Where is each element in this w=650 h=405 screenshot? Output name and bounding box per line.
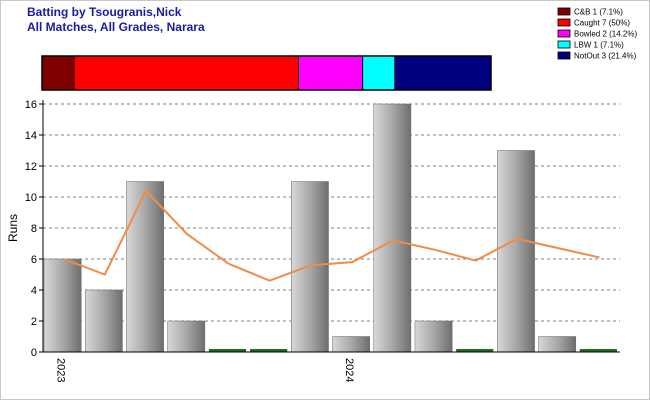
bar (538, 336, 577, 353)
legend-label: LBW 1 (7.1%) (574, 41, 624, 50)
dismissal-strip-border (41, 55, 492, 91)
bar (291, 181, 329, 353)
bar (373, 103, 412, 353)
x-tick-label: 2024 (343, 358, 355, 382)
dismissal-segment (298, 55, 364, 91)
line (63, 189, 600, 282)
legend-label: NotOut 3 (21.4%) (574, 52, 637, 61)
legend-label: C&B 1 (7.1%) (574, 8, 623, 17)
legend-swatch (557, 29, 571, 38)
bar (579, 349, 617, 352)
y-tick-label: 4 (31, 285, 37, 297)
bar (167, 320, 206, 353)
y-tick-label: 6 (31, 254, 37, 266)
legend-label: Bowled 2 (14.2%) (574, 30, 637, 39)
y-tick-label: 14 (25, 130, 37, 142)
legend-swatch (557, 7, 571, 16)
dismissal-segment (73, 55, 299, 91)
y-tick-label: 0 (31, 347, 37, 359)
legend-swatch (557, 18, 571, 27)
x-tick-label: 2023 (55, 358, 67, 382)
chart-subtitle: All Matches, All Grades, Narara (27, 20, 205, 34)
y-tick-label: 12 (25, 161, 37, 173)
bar (43, 258, 82, 353)
bar (332, 336, 370, 353)
y-tick-label: 8 (31, 223, 37, 235)
dismissal-segment (41, 55, 75, 91)
chart-title: Batting by Tsougranis,Nick (27, 5, 182, 19)
y-tick-label: 16 (25, 99, 37, 111)
y-axis-label: Runs (6, 214, 20, 242)
bar (250, 349, 288, 352)
dismissal-segment (394, 55, 492, 91)
legend-swatch (557, 40, 571, 49)
y-tick-label: 2 (31, 316, 37, 328)
bar (414, 320, 453, 353)
y-tick-label: 10 (25, 192, 37, 204)
bar (84, 289, 123, 353)
bar (456, 349, 494, 352)
bar (126, 181, 164, 353)
dismissal-segment (362, 55, 396, 91)
legend-swatch (557, 51, 571, 60)
bar (497, 150, 535, 353)
legend-label: Caught 7 (50%) (574, 19, 630, 28)
bar (208, 349, 247, 352)
